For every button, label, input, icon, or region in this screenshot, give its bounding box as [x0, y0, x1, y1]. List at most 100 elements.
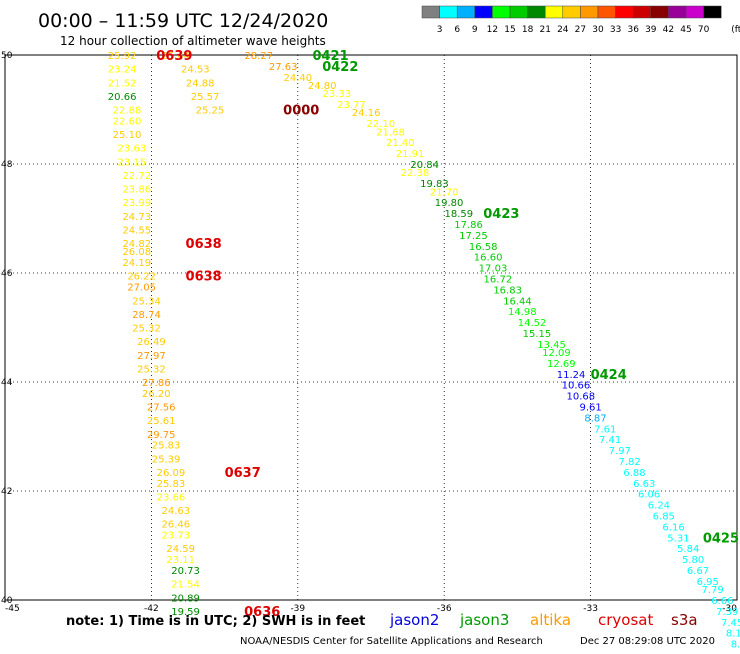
wave-height-value: 20.84	[410, 160, 439, 171]
wave-height-value: 21.70	[430, 187, 459, 198]
wave-height-value: 16.72	[484, 274, 513, 285]
plot-frame	[4, 54, 738, 601]
x-tick-label: -42	[144, 604, 159, 614]
pass-time-label: 0638	[186, 270, 222, 285]
wave-height-value: 19.80	[435, 198, 464, 209]
wave-height-value: 5.31	[667, 533, 689, 544]
satellite-legend-item: jason3	[459, 611, 509, 629]
legend-swatch	[632, 5, 652, 19]
wave-height-value: 11.24	[557, 370, 586, 381]
wave-height-value: 24.73	[122, 212, 151, 223]
x-tick-label: -45	[5, 604, 20, 614]
wave-height-value: 7.82	[619, 457, 641, 468]
legend-tick: 24	[557, 25, 569, 35]
wave-height-value: 25.32	[137, 364, 166, 375]
legend-swatch	[685, 5, 704, 19]
wave-height-value: 21.68	[376, 127, 405, 138]
wave-height-value: 24.59	[166, 544, 195, 555]
pass-time-label: 0423	[483, 207, 519, 222]
plot-area: -45 -42 -39 -36 -33 -30 40 42 44 46 48 50 25.92 25.44…	[1, 49, 740, 651]
wave-height-value: 26.20	[142, 389, 171, 400]
wave-height-value: 12.69	[547, 359, 576, 370]
wave-height-value: 23.73	[161, 531, 190, 542]
pass-time-label: 0424	[591, 368, 627, 383]
legend-tick: 21	[539, 25, 550, 35]
wave-height-value: 22.72	[122, 171, 151, 182]
legend-swatch	[439, 5, 458, 19]
credit-text: NOAA/NESDIS Center for Satellite Applica…	[240, 636, 543, 647]
wave-height-value: 24.40	[283, 73, 312, 84]
wave-height-value: 23.86	[122, 185, 151, 196]
wave-height-value: 6.24	[648, 501, 670, 512]
wave-height-value: 25.39	[152, 454, 181, 465]
wave-height-value: 8.17	[726, 629, 740, 640]
legend-tick: 3	[437, 25, 443, 35]
wave-height-value: 24.63	[161, 506, 190, 517]
wave-height-value: 6.63	[633, 479, 655, 490]
legend-swatch	[544, 5, 564, 19]
pass-time-label: 0639	[156, 49, 192, 64]
wave-height-value: 16.44	[503, 296, 532, 307]
wave-height-value: 17.03	[479, 264, 508, 275]
wave-height-value: 10.66	[562, 381, 591, 392]
legend-tick: 15	[504, 25, 515, 35]
wave-height-value: 28.74	[132, 310, 161, 321]
legend-tick: 18	[522, 25, 534, 35]
wave-height-value: 27.86	[142, 378, 171, 389]
pass-time-label: 0637	[225, 466, 261, 481]
wave-height-value: 5.80	[682, 555, 704, 566]
x-tick-label: -30	[722, 604, 737, 614]
legend-swatch	[703, 5, 722, 19]
x-tick-label: -33	[583, 604, 598, 614]
wave-height-value: 7.41	[599, 435, 621, 446]
wave-height-value: 17.25	[459, 231, 488, 242]
legend-tick: 30	[592, 25, 604, 35]
wave-height-value: 8.87	[584, 413, 606, 424]
legend-tick: 27	[575, 25, 586, 35]
wave-height-value: 7.79	[701, 585, 723, 596]
wave-height-value: 25.25	[196, 106, 225, 117]
legend-swatch	[509, 5, 528, 19]
y-tick-label: 48	[1, 160, 13, 170]
wave-height-value: 23.66	[157, 492, 186, 503]
wave-height-value: 23.24	[108, 65, 137, 76]
wave-height-value: 20.66	[108, 92, 137, 103]
wave-height-value: 8.34	[731, 640, 740, 650]
wave-height-value: 23.77	[337, 100, 366, 111]
wave-height-value: 19.83	[420, 179, 449, 190]
legend-tick: 42	[663, 25, 674, 35]
wave-height-value: 21.54	[171, 580, 200, 591]
legend-swatch	[456, 5, 476, 19]
x-tick-label: -39	[290, 604, 305, 614]
wave-height-value: 28.27	[244, 51, 273, 62]
wave-height-value: 24.88	[186, 78, 215, 89]
legend-swatch	[668, 5, 687, 19]
wave-height-value: 16.83	[493, 285, 522, 296]
pass-time-label: 0422	[322, 60, 358, 75]
wave-height-value: 25.57	[191, 92, 220, 103]
wave-height-value: 19.59	[171, 607, 200, 618]
wave-height-value: 17.86	[454, 220, 483, 231]
pass-time-label: 0425	[703, 531, 739, 546]
wave-height-value: 7.61	[594, 424, 616, 435]
pass-time-label: 0421	[312, 49, 348, 64]
wave-height-value: 27.56	[147, 403, 176, 414]
legend-swatch	[562, 5, 581, 19]
wave-height-value: 25.34	[132, 296, 161, 307]
wave-height-value: 25.10	[113, 130, 142, 141]
wave-height-value: 14.52	[518, 318, 547, 329]
y-tick-label: 50	[1, 51, 13, 61]
wave-height-value: 22.88	[113, 106, 142, 117]
wave-height-value: 23.33	[323, 89, 352, 100]
wave-height-value: 18.59	[445, 209, 474, 220]
wave-height-value: 25.61	[147, 416, 176, 427]
wave-height-value: 24.80	[308, 81, 337, 92]
pass-time-label: 0638	[186, 237, 222, 252]
wave-height-value: 6.88	[623, 468, 645, 479]
wave-height-value: 6.06	[638, 490, 660, 501]
wave-height-value: 26.49	[137, 337, 166, 348]
wave-height-value: 22.60	[113, 116, 142, 127]
wave-height-value: 23.63	[118, 144, 147, 155]
pass-time-label: 0000	[283, 104, 319, 119]
wave-height-value: 24.53	[181, 65, 210, 76]
